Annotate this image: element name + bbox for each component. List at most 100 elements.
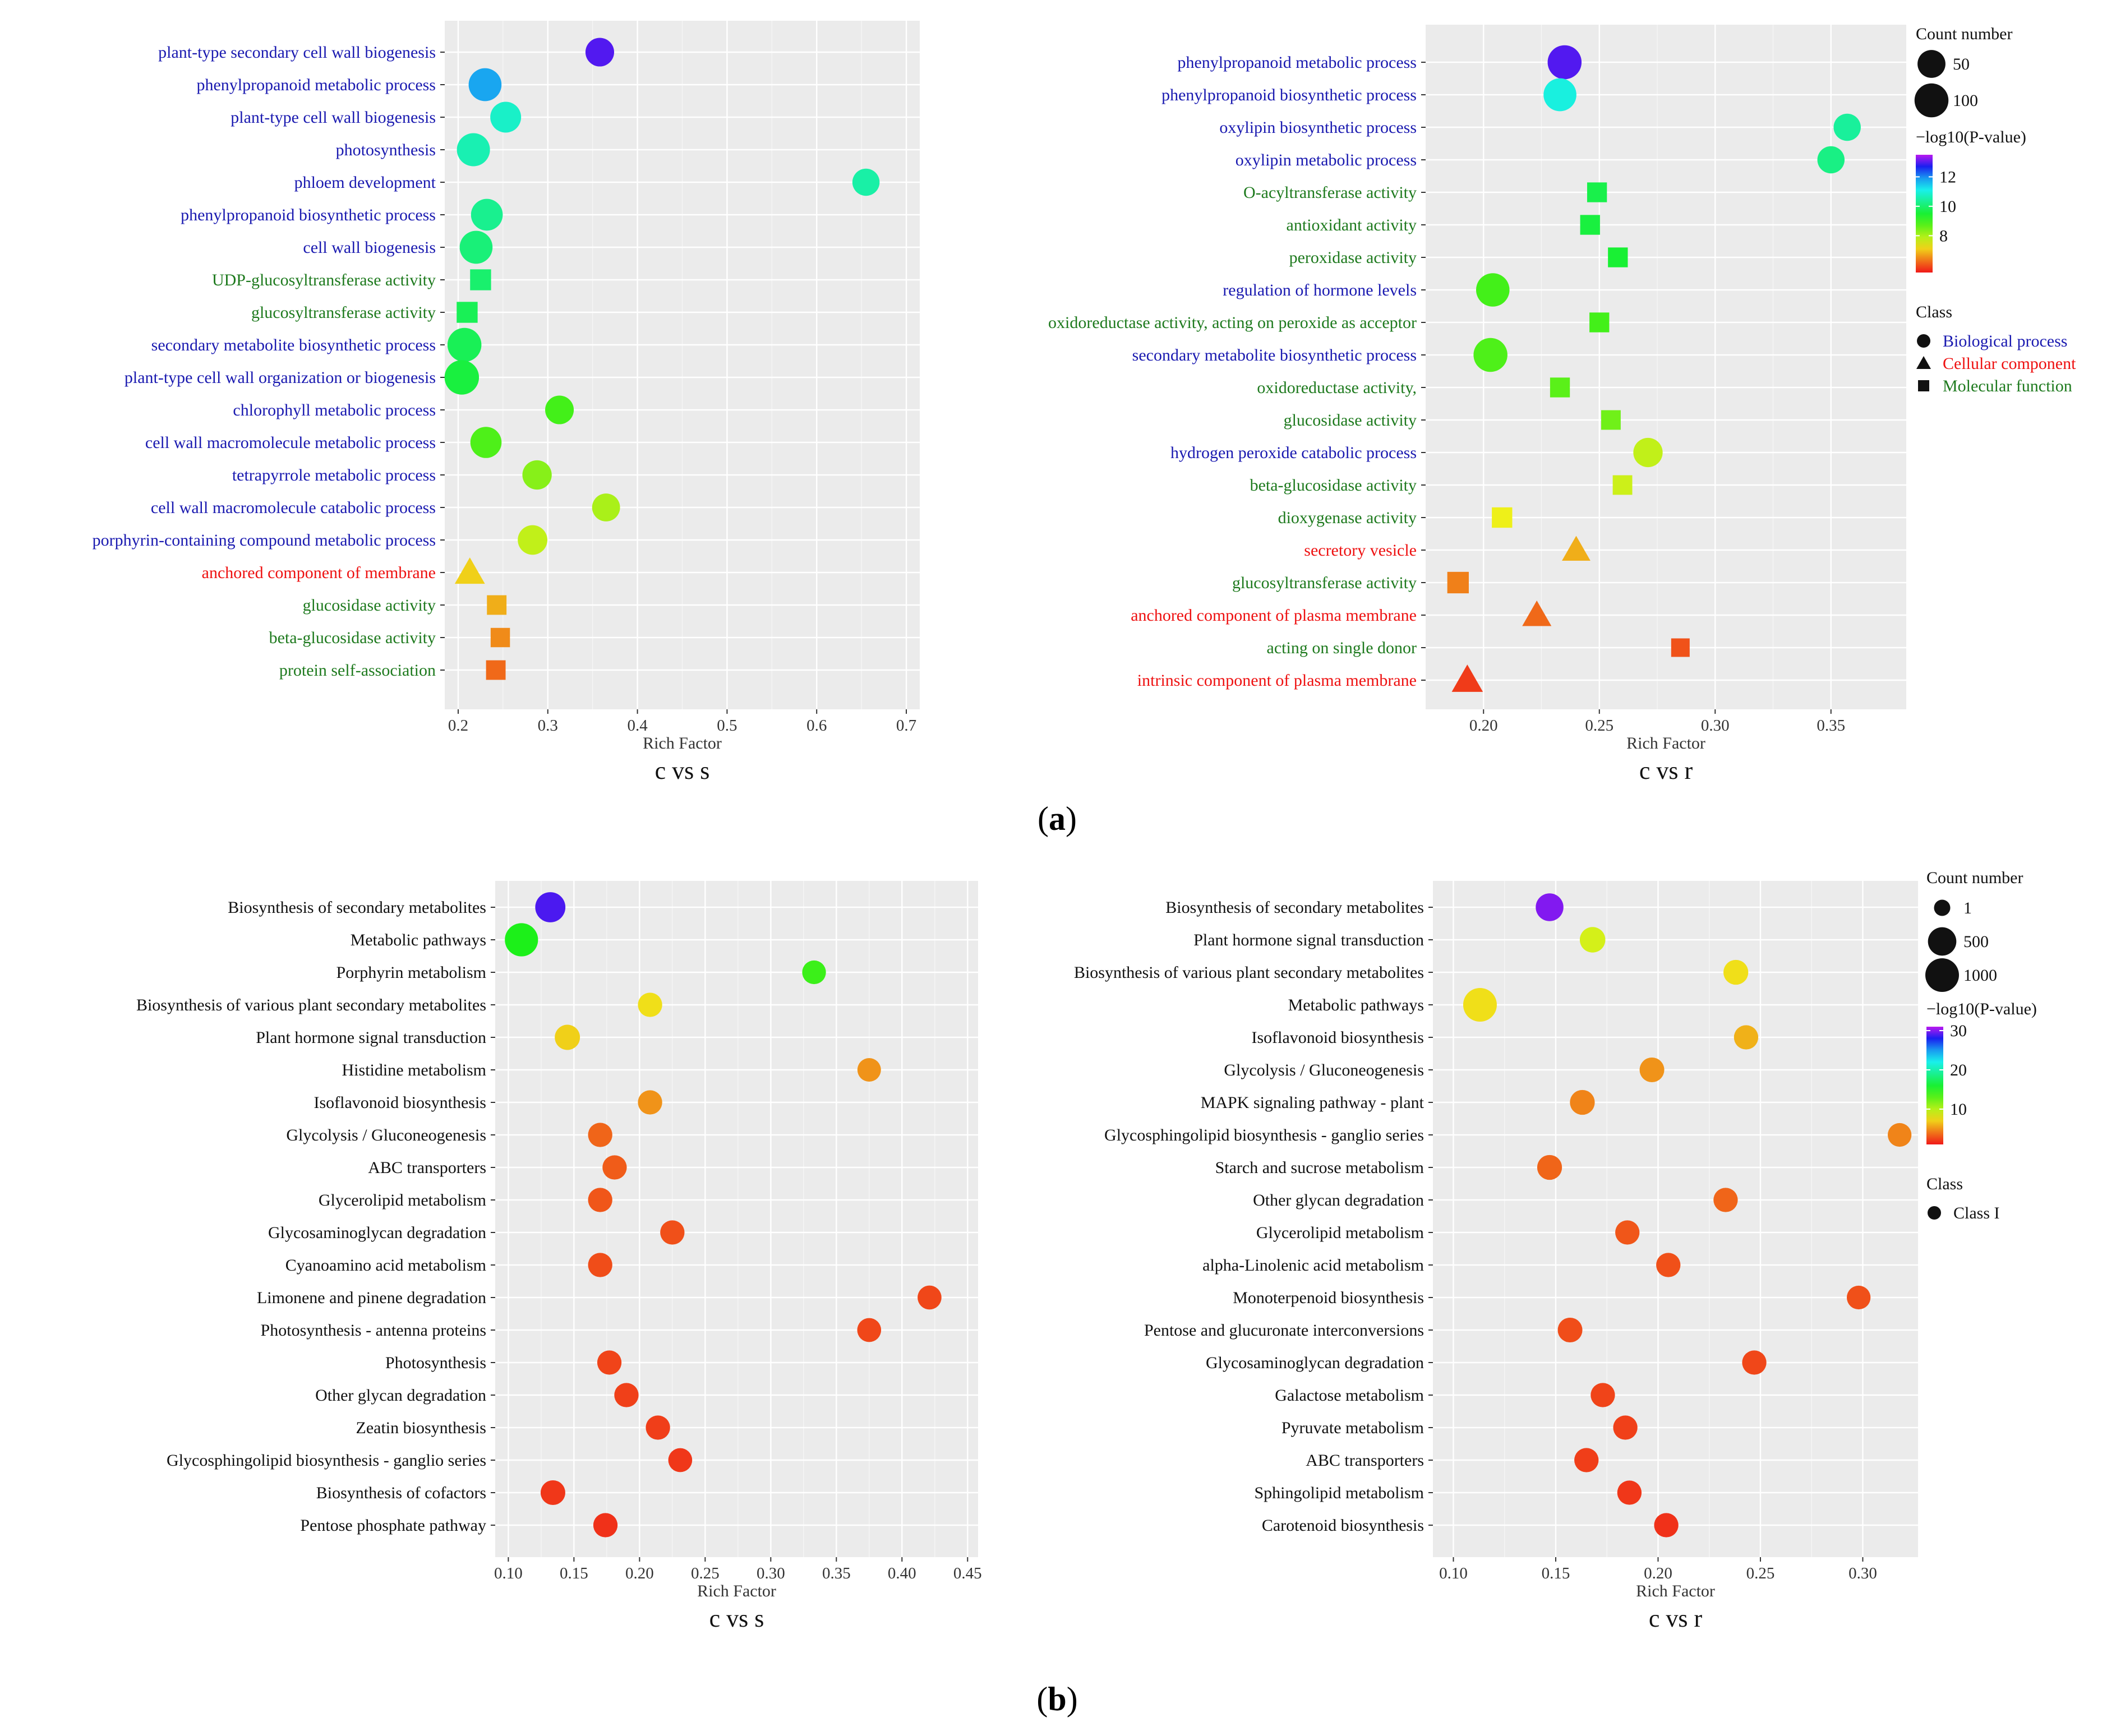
x-tick-label: 0.25	[1746, 1564, 1775, 1582]
term-label: phenylpropanoid biosynthetic process	[181, 206, 436, 224]
term-label: Starch and sucrose metabolism	[1215, 1158, 1424, 1177]
term-label: Plant hormone signal transduction	[256, 1028, 486, 1047]
data-point	[1654, 1513, 1679, 1538]
data-point	[585, 38, 615, 67]
chart-4: 0.10 0.15 0.20 0.25 0.30 Biosynthesis of seco…	[1074, 881, 1918, 1632]
term-label: Zeatin biosynthesis	[356, 1419, 486, 1437]
x-tick-label: 0.20	[1469, 717, 1498, 735]
term-label: ABC transporters	[368, 1158, 486, 1177]
term-label: Isoflavonoid biosynthesis	[314, 1093, 487, 1112]
term-label: Biosynthesis of secondary metabolites	[1165, 898, 1424, 917]
term-label: Other glycan degradation	[1253, 1191, 1424, 1209]
plot-background	[495, 881, 978, 1557]
data-point	[1847, 1285, 1871, 1310]
x-tick-label: 0.25	[1585, 717, 1613, 735]
term-label: Cyanoamino acid metabolism	[285, 1256, 486, 1275]
term-label: Plant hormone signal transduction	[1193, 931, 1424, 949]
panel-label-a-open: (	[1038, 800, 1049, 837]
term-label: Carotenoid biosynthesis	[1262, 1516, 1424, 1535]
legend-size-label: 1000	[1963, 966, 1997, 985]
data-point	[1579, 927, 1606, 953]
term-label: glucosidase activity	[303, 596, 436, 615]
legend-1: Count number 50 100 −log10(P-value) 12 10 8 Cla…	[1914, 25, 2076, 395]
data-point	[490, 101, 522, 133]
panel-label-a: (a)	[1038, 800, 1077, 837]
data-point	[1612, 475, 1633, 495]
term-label: Glycolysis / Gluconeogenesis	[1224, 1061, 1424, 1079]
legend-size-swatch	[1925, 958, 1959, 992]
data-point	[1723, 959, 1749, 985]
data-point	[660, 1220, 685, 1245]
data-point	[1639, 1058, 1665, 1082]
term-label: regulation of hormone levels	[1223, 281, 1417, 299]
data-point	[486, 660, 506, 680]
data-point	[1537, 1155, 1562, 1180]
term-label: oxidoreductase activity, acting on perox…	[1048, 313, 1417, 332]
x-tick-label: 0.35	[1817, 717, 1845, 735]
legend-class-swatch	[1916, 356, 1931, 369]
data-point	[447, 327, 482, 362]
data-point	[555, 1024, 580, 1050]
term-label: glucosyltransferase activity	[251, 303, 436, 322]
term-label: Glycosphingolipid biosynthesis - ganglio…	[167, 1451, 486, 1470]
x-tick-label: 0.45	[953, 1564, 982, 1582]
data-point	[1451, 664, 1483, 692]
legend-count-title: Count number	[1916, 25, 2013, 43]
data-point	[459, 230, 493, 264]
data-point	[487, 595, 507, 615]
data-point	[1580, 215, 1600, 235]
data-point	[1557, 1318, 1583, 1342]
x-axis-title: Rich Factor	[1636, 1582, 1715, 1600]
term-label: chlorophyll metabolic process	[233, 401, 436, 419]
data-point	[1817, 146, 1845, 174]
term-label: oxylipin metabolic process	[1236, 151, 1417, 169]
term-label: Glycerolipid metabolism	[1256, 1223, 1424, 1242]
term-label: beta-glucosidase activity	[269, 629, 436, 647]
data-point	[1473, 338, 1508, 372]
term-label: ABC transporters	[1306, 1451, 1424, 1470]
legend-pvalue-title: −log10(P-value)	[1916, 128, 2026, 146]
data-point	[470, 269, 491, 290]
data-point	[1447, 571, 1469, 594]
term-label: phenylpropanoid metabolic process	[1177, 53, 1417, 72]
term-label: Biosynthesis of secondary metabolites	[228, 898, 486, 917]
x-tick-label: 0.2	[448, 717, 468, 735]
term-label: Other glycan degradation	[315, 1386, 486, 1405]
panel-label-b-close: )	[1067, 1680, 1078, 1717]
term-label: Metabolic pathways	[351, 931, 486, 949]
term-label: dioxygenase activity	[1278, 509, 1417, 527]
x-tick-label: 0.7	[896, 717, 916, 735]
data-point	[1615, 1220, 1640, 1245]
legend-class-label: Biological process	[1943, 332, 2067, 350]
data-point	[1608, 247, 1628, 267]
panel-label-a-close: )	[1066, 800, 1077, 837]
legend-size-label: 100	[1953, 91, 1978, 110]
data-point	[1476, 273, 1510, 307]
data-point	[505, 923, 538, 957]
data-point	[597, 1350, 622, 1375]
panel-label-b-letter: b	[1048, 1680, 1066, 1717]
legend-size-label: 500	[1963, 932, 1989, 951]
panel-label-b-open: (	[1036, 1680, 1048, 1717]
x-tick-label: 0.35	[822, 1564, 851, 1582]
term-label: Histidine metabolism	[342, 1061, 486, 1079]
legend-class-title: Class	[1926, 1175, 1963, 1193]
data-point	[444, 360, 480, 395]
data-point	[1613, 1415, 1638, 1440]
data-point	[1656, 1253, 1681, 1277]
data-point	[588, 1123, 612, 1147]
legend-class-swatch	[1918, 380, 1929, 391]
data-point	[1713, 1188, 1738, 1212]
term-label: Glycolysis / Gluconeogenesis	[286, 1126, 486, 1144]
term-label: protein self-association	[279, 661, 436, 680]
term-label: Limonene and pinene degradation	[257, 1289, 486, 1307]
x-tick-label: 0.30	[1848, 1564, 1877, 1582]
chart-title: c vs s	[655, 757, 710, 784]
term-label: anchored component of plasma membrane	[1131, 606, 1417, 625]
data-point	[522, 460, 552, 490]
data-point	[1570, 1089, 1595, 1115]
term-label: acting on single donor	[1267, 639, 1417, 657]
chart-title: c vs r	[1649, 1605, 1703, 1632]
term-label: antioxidant activity	[1287, 216, 1417, 234]
data-point	[1550, 377, 1570, 398]
